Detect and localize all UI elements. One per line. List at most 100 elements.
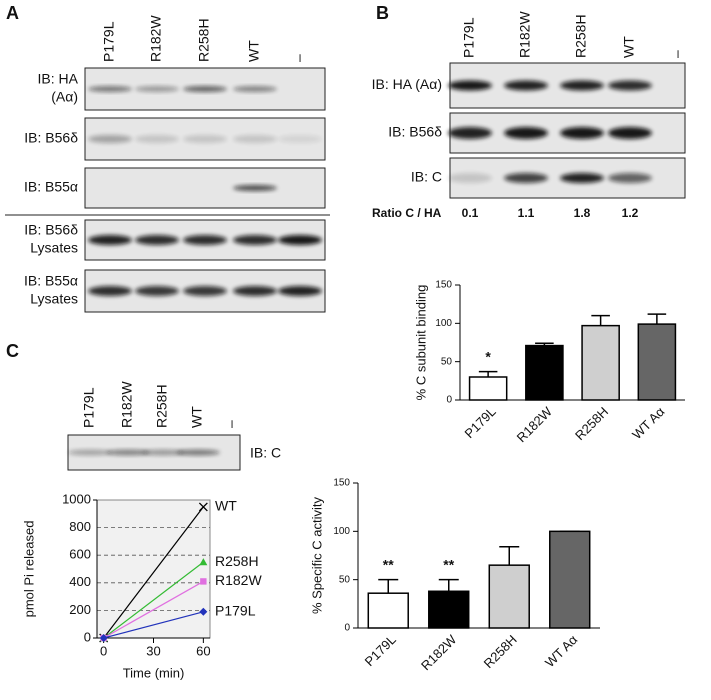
lane-label: – [669, 50, 685, 58]
panel-label: A [6, 3, 19, 23]
y-tick-label: 800 [69, 519, 91, 534]
lane-label: R182W [517, 11, 533, 58]
lane-label: WT [246, 40, 262, 62]
band [88, 135, 132, 143]
lane-label: R258H [573, 14, 589, 58]
band [278, 235, 322, 245]
band [183, 286, 227, 296]
bar [488, 564, 530, 629]
y-tick-label: 150 [435, 280, 452, 291]
bar [549, 530, 591, 629]
y-tick-label: 50 [339, 574, 351, 585]
panel-label: B [376, 3, 389, 23]
bar [367, 592, 409, 629]
x-tick-label: P179L [461, 404, 498, 441]
ratio-value: 1.2 [622, 206, 639, 220]
band [448, 80, 492, 91]
x-tick-label: WT Aα [629, 404, 668, 443]
blot-label: IB: HA (Aα) [372, 76, 442, 92]
blot-label: IB: B56δ [388, 124, 442, 140]
marker [198, 502, 208, 512]
band [504, 173, 548, 183]
blot-label: Lysates [30, 291, 78, 307]
significance: ** [443, 556, 454, 572]
y-axis-label: % Specific C activity [309, 496, 324, 614]
band [608, 173, 652, 183]
band [278, 286, 322, 296]
band [448, 173, 492, 183]
blot-label: IB: B56δ [24, 130, 78, 146]
x-tick-label: 0 [100, 643, 107, 658]
band [504, 80, 548, 91]
lane-label: R258H [196, 18, 212, 62]
bar [525, 344, 564, 401]
band [88, 286, 132, 296]
band [176, 449, 220, 456]
band [560, 173, 604, 183]
line [103, 580, 204, 639]
y-tick-label: 0 [446, 395, 452, 406]
y-tick-label: 100 [333, 526, 350, 537]
lane-label: WT [621, 36, 637, 58]
band [608, 80, 652, 91]
lane-label: WT [189, 406, 205, 428]
band [233, 86, 277, 92]
ratio-value: 0.1 [462, 206, 479, 220]
band [183, 86, 227, 92]
x-tick-label: 30 [146, 643, 160, 658]
y-tick-label: 0 [84, 629, 91, 644]
blot [84, 167, 326, 209]
marker [99, 634, 108, 642]
y-tick-label: 100 [435, 318, 452, 329]
blot-label: IB: B55α [24, 273, 78, 289]
bar [428, 590, 470, 629]
y-tick-label: 150 [333, 478, 350, 489]
x-tick-label: R258H [572, 404, 611, 443]
x-axis-label: Time (min) [123, 665, 185, 680]
band [278, 135, 322, 143]
band [141, 449, 185, 456]
marker [199, 607, 208, 616]
band [608, 127, 652, 139]
lane-label: – [223, 420, 239, 428]
blot-label: IB: B55α [24, 179, 78, 195]
panel-label: C [6, 341, 19, 361]
x-tick-label: R182W [418, 631, 460, 673]
y-tick-label: 600 [69, 547, 91, 562]
blot-label: Lysates [30, 240, 78, 256]
line [103, 611, 204, 639]
band [504, 127, 548, 139]
band [233, 135, 277, 143]
lane-label: – [291, 54, 307, 62]
bar [581, 324, 620, 401]
y-tick-label: 1000 [62, 491, 91, 506]
y-tick-label: 50 [441, 356, 453, 367]
ratio-value: 1.1 [518, 206, 535, 220]
band [560, 127, 604, 139]
band [560, 80, 604, 91]
lane-label: R182W [119, 381, 135, 428]
band [233, 235, 277, 245]
y-axis-label: % C subunit binding [413, 285, 428, 401]
band [233, 286, 277, 296]
blot-label: IB: B56δ [24, 222, 78, 238]
band [88, 235, 132, 245]
band [135, 286, 179, 296]
bar [637, 323, 677, 401]
blot-label: IB: C [411, 169, 442, 185]
ratio-value: 1.8 [574, 206, 591, 220]
marker [200, 578, 207, 585]
band [135, 135, 179, 143]
line [103, 506, 204, 639]
series-label: WT [215, 498, 237, 514]
band [183, 235, 227, 245]
x-tick-label: 60 [196, 643, 210, 658]
series-label: P179L [215, 602, 256, 618]
band [106, 449, 150, 456]
significance: * [485, 348, 491, 364]
lane-label: R258H [154, 384, 170, 428]
y-tick-label: 0 [344, 623, 350, 634]
band [135, 235, 179, 245]
ratio-label: Ratio C / HA [372, 206, 442, 220]
